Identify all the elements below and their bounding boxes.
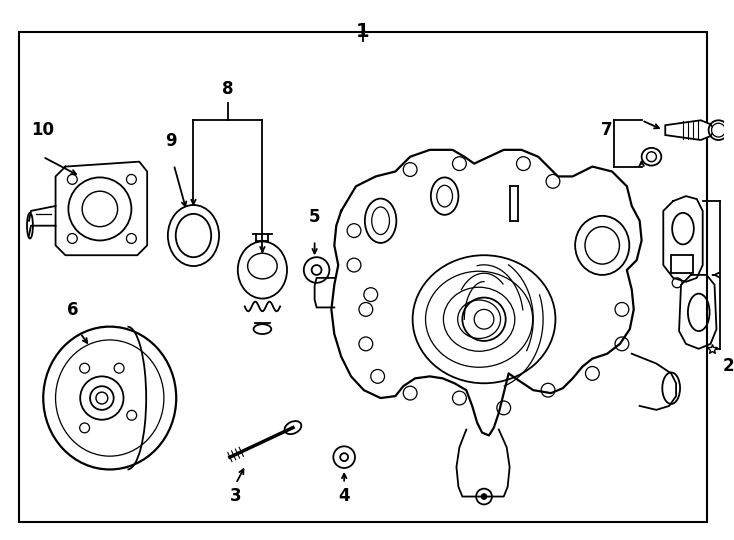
- Text: 8: 8: [222, 79, 233, 98]
- Text: 2: 2: [722, 357, 734, 375]
- Text: 1: 1: [356, 22, 370, 41]
- Text: 6: 6: [67, 301, 78, 319]
- Circle shape: [711, 123, 725, 137]
- Polygon shape: [665, 120, 714, 140]
- Circle shape: [481, 494, 487, 500]
- Text: 9: 9: [165, 132, 177, 150]
- Text: 4: 4: [338, 487, 350, 505]
- Text: 5: 5: [309, 208, 320, 226]
- Text: 10: 10: [32, 121, 54, 139]
- Bar: [671, 255, 693, 273]
- Text: 7: 7: [600, 121, 612, 139]
- Text: 3: 3: [230, 487, 241, 505]
